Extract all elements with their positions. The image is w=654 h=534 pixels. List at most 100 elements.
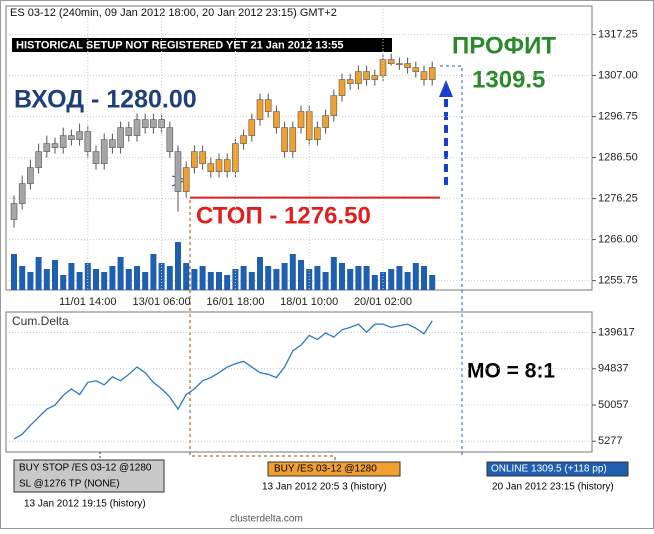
volume-bar (150, 254, 157, 290)
volume-bar (289, 254, 296, 290)
y-tick-label: 1276.25 (598, 193, 638, 205)
volume-bar (27, 272, 34, 290)
volume-bar (142, 272, 149, 290)
candle-body (191, 151, 198, 168)
candle-body (117, 127, 124, 148)
candle-body (27, 167, 34, 184)
x-tick-label: 16/01 18:00 (206, 296, 264, 308)
volume-bar (322, 272, 329, 290)
volume-bar (388, 269, 395, 290)
stop-label: СТОП - 1276.50 (196, 202, 371, 229)
candle-body (256, 99, 264, 120)
volume-bar (330, 257, 337, 290)
y-tick-label: 1317.25 (598, 29, 638, 41)
volume-bar (19, 266, 26, 290)
banner-bg (12, 38, 392, 52)
candle-body (100, 139, 108, 164)
volume-bar (265, 266, 272, 290)
profit-value: 1309.5 (472, 66, 545, 93)
volume-bar (52, 260, 58, 290)
candle-body (207, 163, 215, 172)
volume-bar (248, 272, 255, 290)
volume-bar (412, 263, 419, 290)
ratio-label: MO = 8:1 (467, 360, 555, 383)
order-time: 20 Jan 2012 23:15 (history) (492, 482, 614, 493)
candle-body (215, 159, 223, 172)
profit-label: ПРОФИТ (452, 32, 556, 59)
connector (189, 452, 336, 462)
order-time: 13 Jan 2012 20:5 3 (history) (262, 482, 387, 493)
candle-body (428, 67, 436, 80)
volume-bar (355, 266, 362, 290)
volume-bar (380, 272, 386, 290)
candle-body (248, 119, 256, 136)
volume-bar (298, 260, 304, 290)
candle-body (35, 151, 42, 168)
volume-bar (60, 275, 67, 290)
order-box (486, 461, 629, 477)
candle-body (150, 119, 157, 128)
chart-title: ES 03-12 (240min, 09 Jan 2012 18:00, 20 … (10, 7, 337, 19)
volume-bar (224, 275, 231, 290)
volume-bar (191, 269, 198, 290)
candle-body (141, 119, 149, 128)
volume-bar (166, 266, 173, 290)
candle-body (420, 71, 428, 80)
order-text: BUY /ES 03-12 @1280 (274, 464, 377, 475)
candle-body (314, 127, 321, 140)
candle-body (289, 127, 297, 152)
candle-body (43, 143, 51, 152)
volume-bar (101, 272, 108, 290)
volume-bar (240, 266, 247, 290)
candle-body (322, 115, 329, 128)
candle-body (109, 139, 116, 148)
volume-bar (134, 266, 140, 290)
candle-body (338, 79, 346, 96)
volume-bar (421, 266, 427, 290)
candle-body (273, 111, 280, 128)
candle-body (182, 167, 190, 192)
candle-body (281, 127, 288, 152)
candle-body (355, 71, 362, 84)
candle-body (199, 151, 206, 164)
candle-body (166, 127, 174, 152)
volume-bar (183, 263, 190, 290)
candle-body (264, 99, 272, 112)
candle-body (125, 127, 133, 136)
volume-bar (216, 272, 222, 290)
x-tick-label: 20/01 02:00 (354, 296, 412, 308)
y-tick-label: 1307.00 (598, 70, 638, 82)
volume-bar (125, 269, 132, 290)
volume-bar (429, 275, 436, 290)
volume-bar (257, 257, 263, 290)
candle-body (10, 203, 18, 220)
y-tick-label: 1255.75 (598, 275, 638, 287)
entry-label: ВХОД - 1280.00 (14, 86, 197, 114)
candle-body (387, 59, 395, 64)
candle-body (76, 131, 83, 140)
volume-bar (339, 263, 345, 290)
volume-bar (396, 266, 403, 290)
volume-bar (35, 257, 42, 290)
volume-bar (117, 257, 124, 290)
x-tick-label: 13/01 06:00 (133, 296, 191, 308)
candle-body (396, 63, 403, 65)
volume-bar (199, 266, 206, 290)
candle-body (379, 59, 387, 76)
candle-body (18, 183, 26, 204)
volume-bar (314, 266, 321, 290)
y-tick-label: 1266.00 (598, 234, 638, 246)
y-tick-label: 5277 (598, 435, 622, 447)
candle-body (330, 95, 338, 116)
candle-body (133, 119, 141, 136)
y-tick-label: 1286.50 (598, 152, 638, 164)
order-time: 13 Jan 2012 19:15 (history) (24, 499, 146, 510)
y-tick-label: 50057 (598, 399, 629, 411)
volume-bar (68, 263, 75, 290)
volume-bar (273, 269, 280, 290)
volume-bar (207, 272, 214, 290)
candle-body (174, 151, 182, 192)
x-tick-label: 18/01 10:00 (280, 296, 338, 308)
candle-body (59, 135, 67, 148)
volume-bar (175, 242, 181, 290)
